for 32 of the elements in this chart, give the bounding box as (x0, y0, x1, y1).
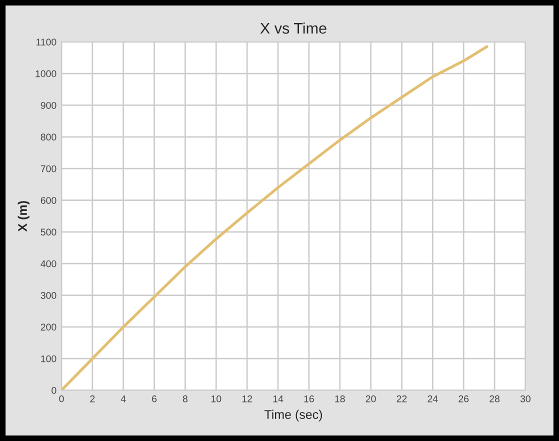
y-tick-label: 1100 (36, 38, 56, 46)
y-tick-label: 0 (52, 387, 56, 394)
x-tick-label: 10 (211, 395, 222, 402)
y-tick-label: 900 (40, 102, 56, 109)
x-tick-label: 28 (490, 395, 500, 402)
x-tick-label: 30 (520, 395, 530, 402)
y-tick-label: 100 (41, 355, 56, 362)
x-tick-label: 0 (59, 395, 64, 402)
x-tick-label: 2 (90, 395, 95, 402)
x-tick-label: 12 (242, 395, 252, 402)
x-tick-label: 24 (428, 395, 438, 402)
y-tick-label: 200 (40, 324, 56, 331)
x-tick-label: 22 (396, 395, 407, 402)
x-axis-title: Time (sec) (264, 410, 322, 422)
x-tick-label: 18 (335, 395, 345, 402)
chart-title: X vs Time (260, 22, 326, 34)
y-tick-label: 300 (40, 292, 56, 299)
x-tick-label: 6 (152, 395, 157, 402)
y-tick-label: 600 (40, 196, 56, 204)
line-series (61, 45, 488, 390)
y-tick-label: 700 (40, 165, 56, 172)
y-axis-title: X (m) (18, 201, 30, 232)
x-tick-label: 8 (182, 395, 188, 402)
y-tick-label: 800 (40, 134, 56, 141)
x-tick-label: 26 (458, 395, 469, 402)
x-tick-label: 20 (366, 395, 376, 402)
x-tick-label: 4 (120, 396, 126, 402)
y-tick-label: 400 (40, 260, 56, 268)
x-tick-label: 14 (273, 396, 284, 402)
x-tick-label: 16 (304, 395, 314, 402)
y-tick-label: 500 (40, 228, 56, 236)
y-tick-label: 1000 (36, 70, 56, 78)
